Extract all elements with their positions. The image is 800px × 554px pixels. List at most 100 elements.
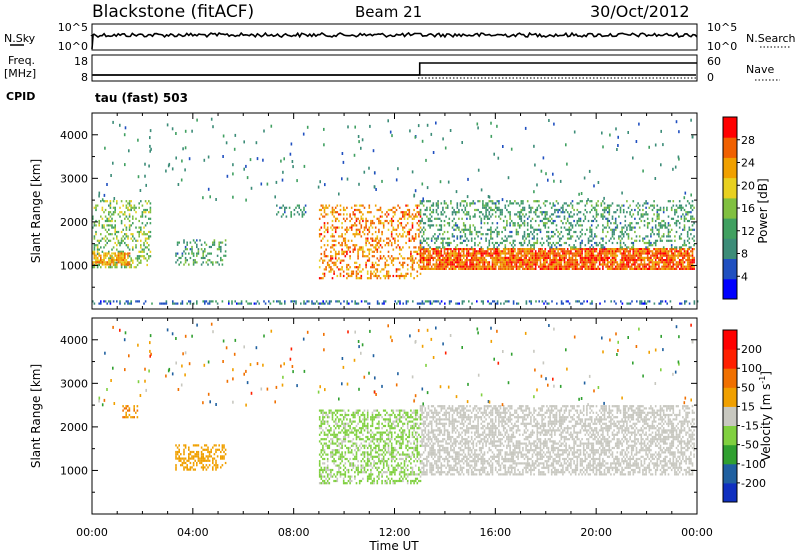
power-cell	[579, 200, 582, 203]
power-cell	[674, 252, 676, 255]
power-cell	[528, 263, 531, 266]
power-cell	[119, 206, 121, 209]
power-cell	[682, 254, 684, 257]
power-cell	[670, 208, 673, 212]
power-cell	[138, 257, 140, 260]
power-cell	[427, 267, 430, 270]
power-cell	[669, 267, 671, 270]
power-cell	[514, 213, 516, 216]
power-cell	[96, 252, 99, 256]
power-cell	[586, 263, 588, 266]
power-cell	[491, 259, 494, 262]
velocity-cell	[450, 420, 452, 423]
power-cell	[303, 208, 305, 212]
power-cell	[531, 217, 534, 220]
velocity-cell	[430, 453, 433, 456]
power-cell	[371, 239, 374, 242]
power-cell	[119, 256, 121, 259]
power-cell	[293, 300, 296, 303]
power-cell	[550, 265, 553, 268]
power-cell	[523, 230, 526, 234]
power-cell	[488, 265, 491, 268]
power-cell	[597, 200, 599, 203]
power-cell	[552, 263, 555, 266]
power-ytick-label: 2000	[60, 216, 88, 229]
power-cell	[128, 224, 131, 227]
velocity-cell	[430, 420, 433, 423]
power-cell	[285, 206, 288, 209]
power-cell	[483, 263, 486, 266]
power-cell	[218, 248, 220, 251]
power-cell	[680, 217, 683, 220]
power-cell	[114, 208, 116, 212]
power-cell	[112, 211, 115, 214]
power-speckle	[112, 161, 114, 165]
power-cell	[371, 266, 374, 269]
power-cell	[590, 235, 593, 238]
velocity-cell	[429, 409, 431, 412]
power-cell	[350, 274, 353, 278]
power-cell	[480, 219, 483, 223]
power-cell	[678, 263, 681, 266]
power-cell	[690, 228, 692, 231]
power-cell	[523, 215, 526, 218]
power-cell	[645, 211, 647, 214]
power-cell	[578, 224, 580, 227]
power-cell	[440, 263, 443, 266]
power-cell	[610, 267, 612, 270]
power-cell	[464, 208, 467, 212]
power-cell	[539, 219, 542, 223]
power-cell	[541, 300, 544, 303]
power-cell	[571, 252, 574, 255]
power-cell	[635, 261, 638, 264]
power-cell	[626, 267, 628, 270]
power-cell	[491, 254, 494, 257]
power-cell	[632, 246, 635, 249]
velocity-cell	[454, 407, 457, 410]
power-cell	[514, 239, 516, 242]
velocity-cell	[422, 464, 425, 467]
power-speckle	[323, 143, 325, 147]
power-cell	[435, 259, 438, 262]
power-cell	[149, 230, 152, 234]
power-cell	[106, 263, 108, 266]
velocity-cell	[429, 464, 431, 467]
velocity-cell	[421, 418, 423, 421]
power-cell	[402, 274, 404, 278]
power-cell	[215, 300, 217, 303]
power-cell	[562, 211, 564, 214]
power-cell	[610, 265, 612, 268]
velocity-cell	[435, 409, 438, 412]
power-cell	[579, 259, 582, 262]
power-cell	[501, 267, 503, 270]
power-cell	[491, 208, 494, 212]
power-cell	[486, 202, 489, 205]
power-cell	[546, 261, 548, 264]
power-cell	[594, 208, 596, 212]
power-cell	[533, 241, 535, 245]
power-cell	[574, 239, 577, 242]
power-cell	[440, 265, 443, 268]
power-cell	[683, 239, 686, 242]
velocity-cell	[435, 411, 438, 414]
power-cell	[482, 261, 484, 264]
power-cell	[691, 254, 694, 257]
velocity-cell	[453, 418, 455, 421]
power-cell	[127, 300, 129, 303]
power-cell	[606, 265, 609, 268]
power-cell	[98, 219, 100, 223]
power-cell	[598, 267, 601, 270]
power-cell	[621, 237, 623, 240]
power-cell	[458, 226, 460, 229]
power-cell	[662, 224, 665, 227]
velocity-cell	[421, 453, 423, 456]
power-cell	[659, 250, 662, 253]
power-cell	[570, 237, 572, 240]
power-cell	[518, 256, 521, 259]
power-cell	[364, 300, 366, 303]
power-cell	[410, 274, 412, 278]
power-cell	[622, 267, 625, 270]
power-cell	[526, 222, 529, 225]
power-cell	[103, 226, 105, 229]
power-cell	[566, 259, 569, 262]
